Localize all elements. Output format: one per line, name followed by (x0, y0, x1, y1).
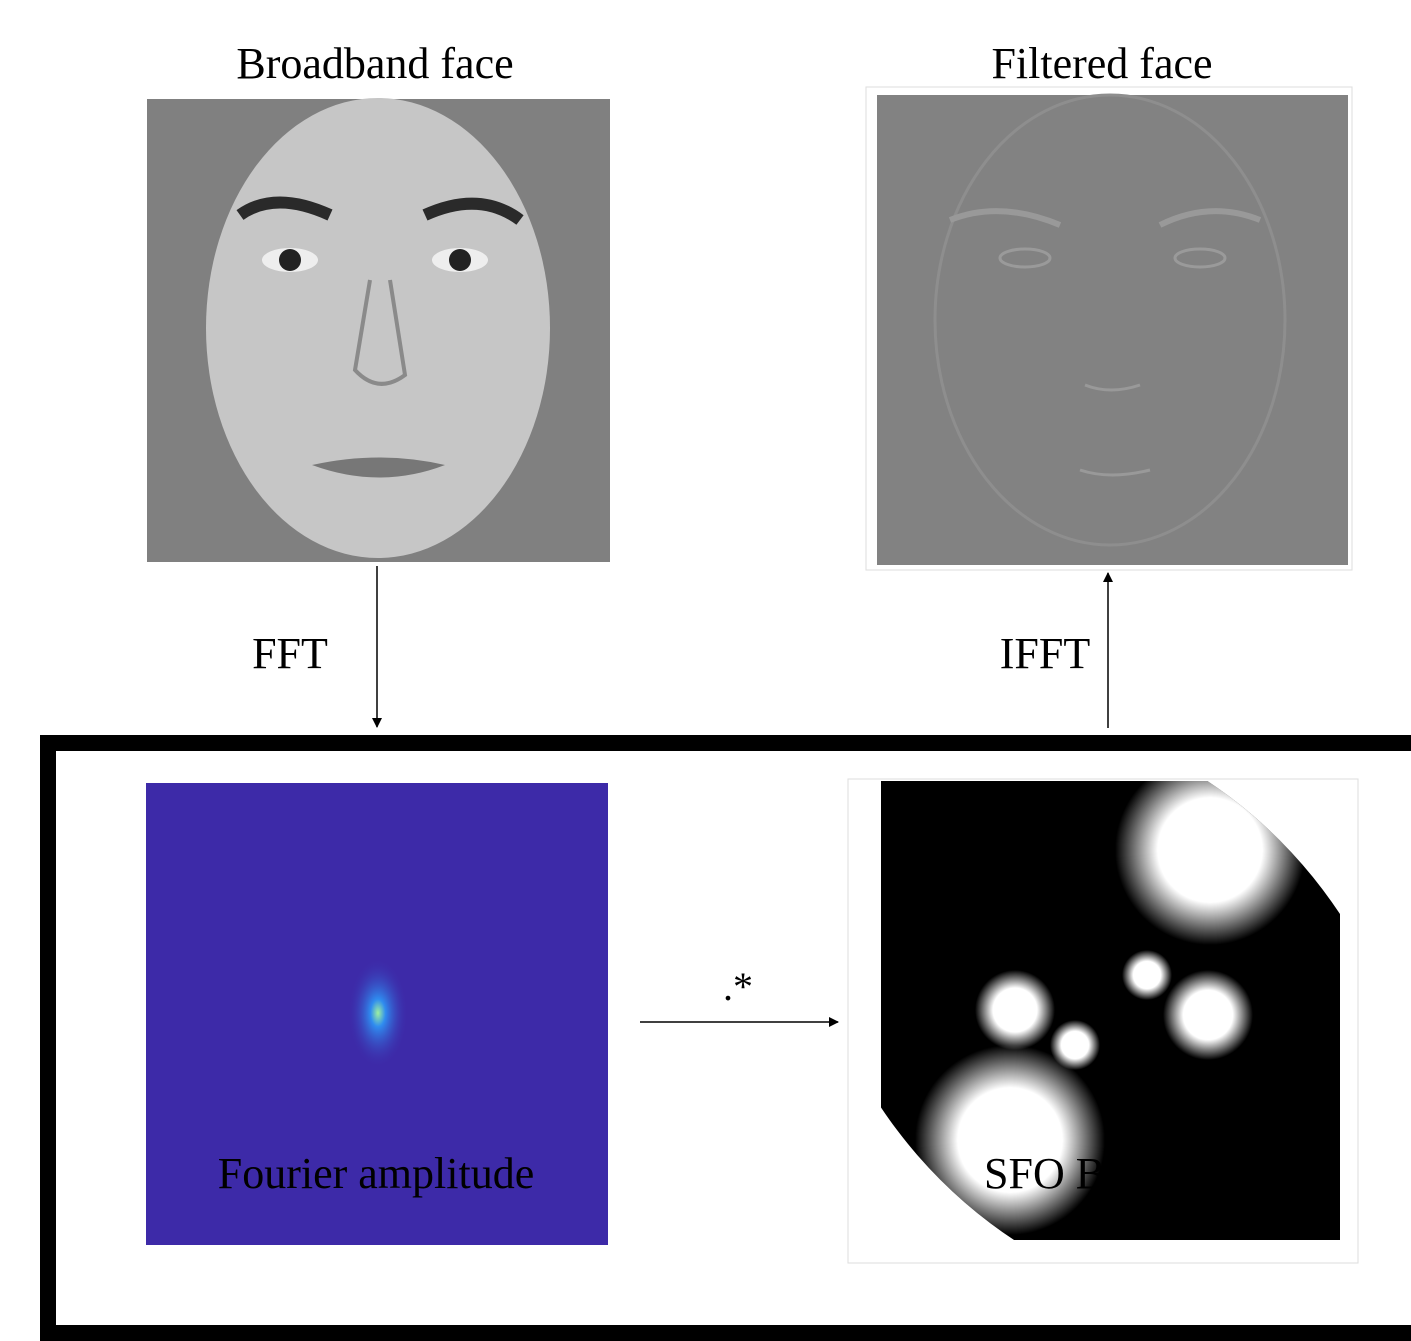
title: Broadband face (236, 39, 513, 88)
caption: Fourier amplitude (218, 1149, 535, 1198)
operator: .* (723, 964, 753, 1009)
arrow-label: FFT (252, 629, 328, 678)
caption: SFO Bubbles (984, 1149, 1220, 1198)
diagram: Broadband face Filtered face FFT IFFT Fo… (0, 0, 1411, 1341)
page: {"top": {"left_title": "Broadband face",… (0, 0, 1411, 1341)
bubbles-image (800, 700, 1411, 1320)
face-image (147, 98, 610, 562)
filtered-image (866, 87, 1352, 570)
arrow-label: IFFT (1000, 629, 1091, 678)
title: Filtered face (991, 39, 1212, 88)
